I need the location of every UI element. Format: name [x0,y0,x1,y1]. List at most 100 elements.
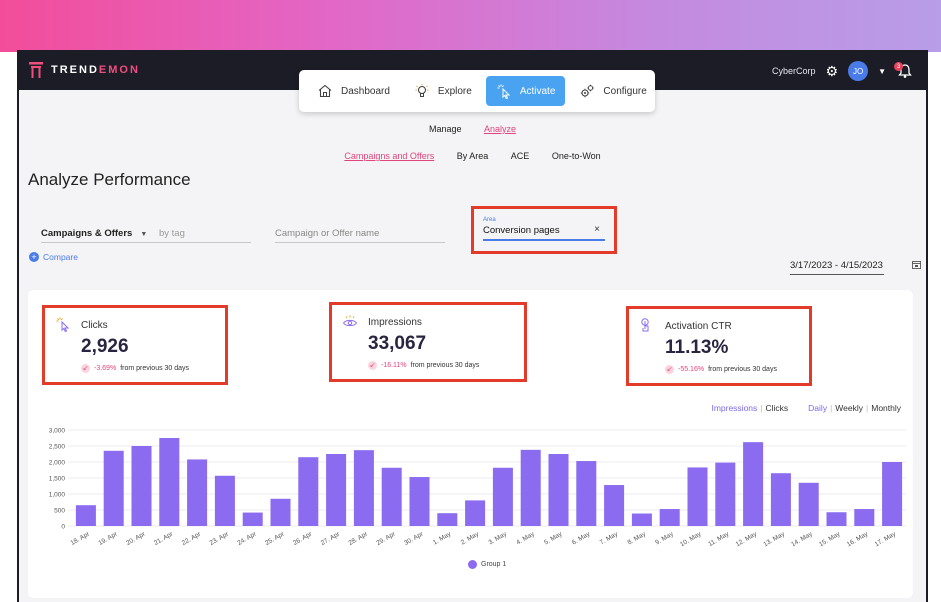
chart-bar[interactable] [103,450,124,526]
notification-badge: 3 [894,62,903,71]
y-tick-label: 0 [61,524,65,531]
chart-bar[interactable] [437,513,458,526]
kpi-activation-ctr: Activation CTR 11.13% ↙ -55.16% from previ… [626,306,812,386]
nav-activate[interactable]: Activate [485,76,566,106]
chart-bar[interactable] [715,462,736,526]
notifications-button[interactable]: 3 [894,62,914,79]
x-tick-label: 20. Apr [125,530,147,547]
chart-bar[interactable] [381,467,402,526]
y-tick-label: 1,500 [49,476,66,483]
chart-bar[interactable] [242,512,263,526]
chart-bar[interactable] [492,467,513,526]
x-tick-label: 22. Apr [181,530,203,547]
avatar[interactable]: JO [848,61,869,81]
x-tick-label: 24. Apr [236,530,258,547]
period-monthly[interactable]: Monthly [871,403,901,413]
period-daily[interactable]: Daily [808,403,828,413]
chart-bar[interactable] [576,461,597,526]
x-tick-label: 30. Apr [403,530,425,547]
legend-swatch [468,560,477,569]
lightbulb-icon [415,84,429,97]
kpi-clicks: Clicks 2,926 ↙ -3.69% from previous 30 day… [42,305,228,385]
chart-controls: Impressions | Clicks Daily | Weekly | Monthly [711,403,901,413]
chart-bar[interactable] [353,450,374,526]
analyze-tabs: Campaigns and Offers By Area ACE One-to-… [19,151,926,161]
page-title: Analyze Performance [28,170,191,189]
date-range-field[interactable]: 3/17/2023 - 4/15/2023 [790,260,883,271]
gear-icon[interactable]: ⚙ [825,63,839,79]
x-tick-label: 15. May [818,530,842,548]
tab-analyze[interactable]: Analyze [484,124,517,134]
chevron-down-icon[interactable]: ▼ [878,66,886,76]
nav-dashboard[interactable]: Dashboard [307,76,400,106]
chart-bar[interactable] [770,473,791,526]
compare-button[interactable]: + Compare [29,252,78,262]
chart-bar[interactable] [214,475,235,526]
chart-bar[interactable] [604,485,625,526]
chart-bar[interactable] [826,512,847,526]
plus-circle-icon: + [29,252,39,262]
type-select[interactable]: Campaigns & Offers ▼ [41,228,147,239]
chart-bar[interactable] [798,482,819,526]
y-tick-label: 2,500 [49,444,66,451]
chart-bar[interactable] [520,449,541,526]
x-tick-label: 17. May [874,530,898,548]
logo[interactable]: TRENDEMON [29,62,140,78]
org-name[interactable]: CyberCorp [772,66,816,76]
nav-explore[interactable]: Explore [404,76,482,106]
touch-icon [641,318,649,332]
user-area: CyberCorp ⚙ JO ▼ 3 [772,61,914,81]
x-tick-label: 10. May [679,530,703,548]
chart-bar[interactable] [631,513,652,526]
chart-bar[interactable] [854,509,875,526]
filter-bar: Campaigns & Offers ▼ by tag Campaign or O… [41,206,911,254]
nav-configure[interactable]: Configure [569,76,656,106]
chart-bar[interactable] [75,505,96,526]
kpi-ctr-delta: ↙ -55.16% from previous 30 days [665,365,777,374]
tab-manage[interactable]: Manage [428,124,462,134]
toggle-clicks[interactable]: Clicks [765,403,789,413]
nav-activate-label: Activate [519,85,556,97]
chart-bar[interactable] [465,500,486,526]
chart-bar[interactable] [882,462,903,526]
tab-one-to-won[interactable]: One-to-Won [551,151,601,161]
chart-bar[interactable] [326,454,347,526]
x-tick-label: 25. Apr [264,530,286,547]
chart-bar[interactable] [187,459,208,526]
area-field-underline [483,239,605,241]
kpi-clicks-value: 2,926 [81,336,129,357]
tab-ace[interactable]: ACE [510,151,530,161]
tag-input-underline [41,242,251,243]
x-tick-label: 29. Apr [375,530,397,547]
kpi-ctr-pct: -55.16% [678,366,705,373]
chart-bar[interactable] [159,438,180,526]
kpi-impressions-title: Impressions [368,317,422,328]
impressions-bar-chart: 0 500 1,000 1,500 2,000 2,500 3,000 18. Apr 19. … [49,428,906,548]
chart-bar[interactable] [298,457,319,526]
chart-bar[interactable] [687,467,708,526]
tab-by-area[interactable]: By Area [456,151,489,161]
x-tick-label: 28. Apr [348,530,370,547]
home-icon [318,84,332,98]
chart-legend[interactable]: Group 1 [468,560,506,569]
toggle-impressions[interactable]: Impressions [711,403,758,413]
area-field[interactable]: Conversion pages [483,225,560,236]
chart-bar[interactable] [548,454,569,526]
x-tick-label: 6. May [571,530,592,546]
chart-bar[interactable] [409,477,430,526]
x-tick-label: 21. Apr [153,530,175,547]
chart-bar[interactable] [743,442,764,526]
tab-campaigns-offers[interactable]: Campaigns and Offers [344,151,435,161]
name-search-input[interactable]: Campaign or Offer name [275,228,380,239]
calendar-icon[interactable] [912,260,921,271]
period-weekly[interactable]: Weekly [835,403,864,413]
chart-bar[interactable] [270,498,291,526]
clear-icon[interactable]: × [594,224,600,235]
x-tick-label: 19. Apr [97,530,119,547]
x-tick-label: 5. May [543,530,564,546]
chart-bar[interactable] [659,509,680,526]
chart-bar[interactable] [131,446,152,526]
separator: | [760,403,763,413]
tag-input[interactable]: by tag [159,228,185,239]
nav-dashboard-label: Dashboard [341,85,390,97]
